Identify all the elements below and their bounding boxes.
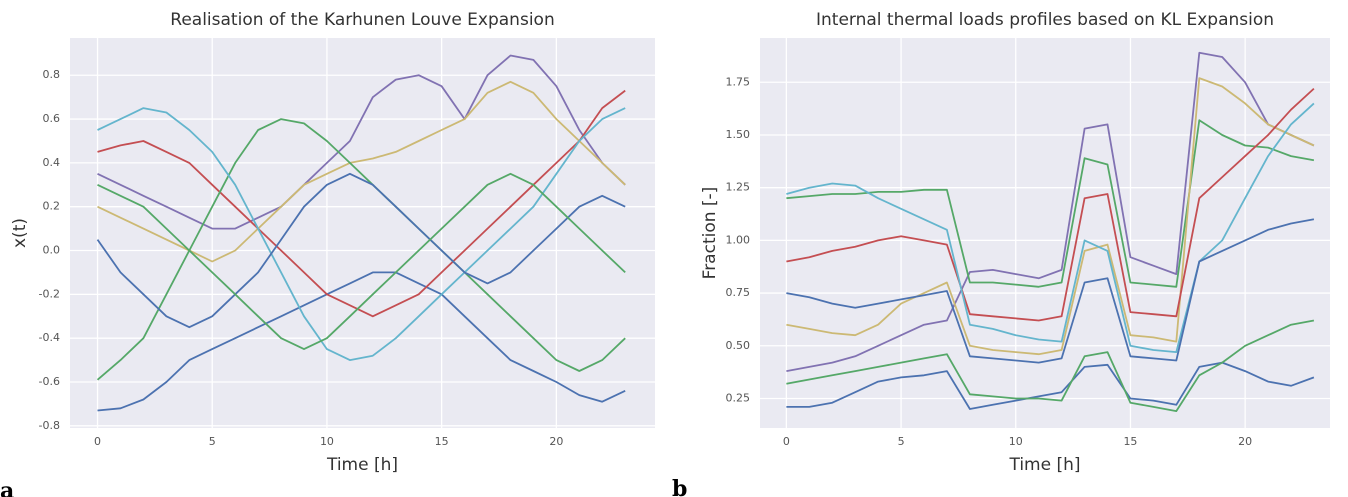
y-tick-label: 0.2: [43, 200, 61, 213]
plot-area: [760, 38, 1330, 428]
plot-area: [70, 38, 655, 428]
y-axis-label: x(t): [10, 218, 30, 248]
series-line: [786, 361, 1315, 410]
y-tick-label: 0.8: [43, 68, 61, 81]
y-tick-label: 0.25: [726, 391, 751, 404]
y-tick-label: 0.6: [43, 112, 61, 125]
y-axis-label: Fraction [-]: [700, 187, 720, 280]
y-tick-label: -0.8: [39, 419, 60, 432]
x-tick-label: 20: [549, 435, 563, 448]
x-axis-label: Time [h]: [1008, 455, 1080, 475]
panel-label: b: [672, 476, 687, 497]
series-line: [96, 118, 626, 381]
x-tick-label: 15: [435, 435, 449, 448]
x-tick-label: 0: [94, 435, 101, 448]
series-line: [96, 172, 626, 329]
x-tick-label: 0: [783, 435, 790, 448]
series-line: [786, 51, 1315, 372]
panel-label: a: [0, 478, 14, 497]
x-tick-label: 10: [1009, 435, 1023, 448]
series-line: [786, 77, 1315, 356]
y-tick-label: 1.50: [726, 128, 751, 141]
x-tick-label: 5: [898, 435, 905, 448]
y-tick-label: -0.4: [39, 331, 60, 344]
series-line: [786, 218, 1315, 364]
series-line: [97, 89, 626, 318]
series-line: [97, 80, 626, 263]
x-tick-label: 15: [1123, 435, 1137, 448]
series-line: [786, 87, 1315, 322]
series-line: [97, 107, 626, 361]
y-tick-label: 1.25: [726, 181, 751, 194]
chart-title: Realisation of the Karhunen Louve Expans…: [170, 10, 554, 30]
series-line: [97, 172, 626, 350]
y-tick-label: 0.4: [43, 156, 61, 169]
series-line: [97, 54, 626, 230]
y-tick-label: 0.75: [726, 286, 751, 299]
series-line: [786, 119, 1315, 288]
y-tick-label: 0.50: [726, 339, 751, 352]
y-tick-label: -0.6: [39, 375, 60, 388]
y-tick-label: -0.2: [39, 287, 60, 300]
series-line: [786, 319, 1315, 412]
x-tick-label: 20: [1238, 435, 1252, 448]
series-line: [786, 102, 1315, 353]
chart-title: Internal thermal loads profiles based on…: [816, 10, 1274, 30]
x-tick-label: 10: [320, 435, 334, 448]
y-tick-label: 1.75: [726, 75, 751, 88]
x-tick-label: 5: [209, 435, 216, 448]
y-tick-label: 0.0: [43, 244, 61, 257]
series-line: [97, 271, 626, 412]
y-tick-label: 1.00: [726, 233, 751, 246]
x-axis-label: Time [h]: [326, 455, 398, 475]
